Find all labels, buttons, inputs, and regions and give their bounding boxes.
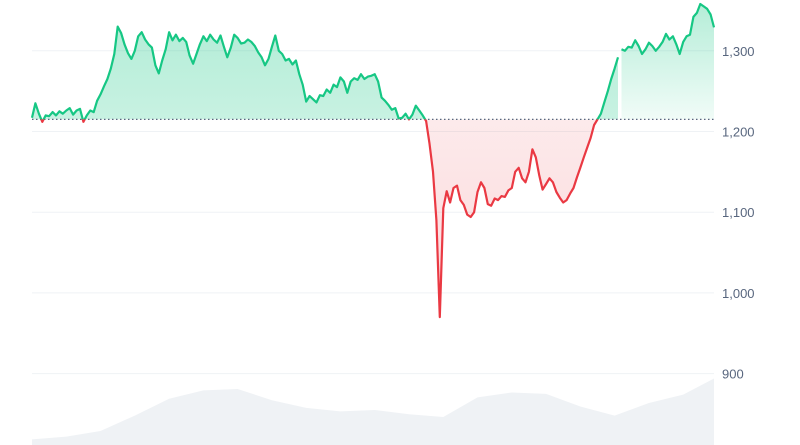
- y-tick-label: 1,100: [722, 205, 755, 220]
- y-axis-ticks: 900 1,000 1,100 1,200 1,300: [722, 44, 755, 382]
- y-tick-label: 1,200: [722, 125, 755, 140]
- area-fill-below-baseline: [32, 119, 618, 318]
- volume-area: [32, 378, 714, 445]
- y-tick-label: 900: [722, 367, 744, 382]
- area-fill-above-baseline: [32, 26, 618, 120]
- y-tick-label: 1,000: [722, 286, 755, 301]
- price-line-above-baseline: [621, 2, 716, 56]
- price-lines: [30, 2, 716, 319]
- area-fill-above-baseline: [621, 4, 714, 120]
- y-tick-label: 1,300: [722, 44, 755, 59]
- price-line-below-baseline: [40, 119, 599, 319]
- price-line-above-baseline: [30, 25, 620, 120]
